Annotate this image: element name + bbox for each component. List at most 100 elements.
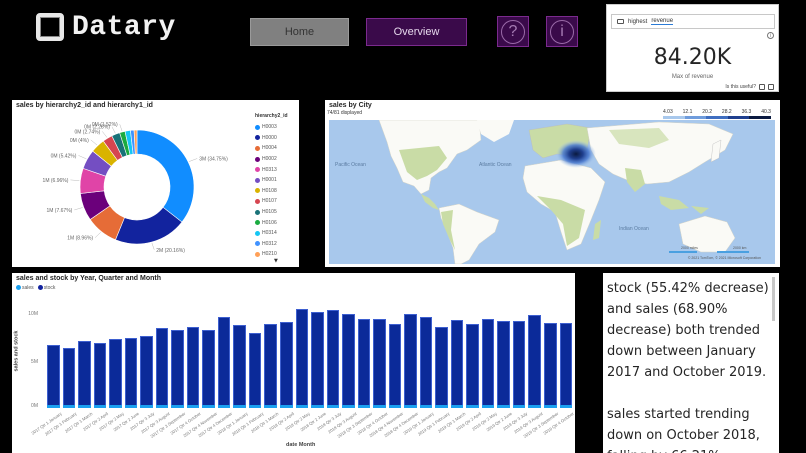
bar-sales[interactable]: [544, 405, 557, 408]
bar-sales[interactable]: [559, 405, 573, 408]
bar-stock[interactable]: [450, 320, 464, 408]
bar-stock[interactable]: [544, 323, 557, 408]
legend-item-h0001[interactable]: H0001: [255, 175, 277, 186]
bar-stock[interactable]: [155, 327, 169, 408]
bar-stock[interactable]: [342, 314, 355, 408]
bar-sales[interactable]: [264, 405, 277, 408]
bar-sales[interactable]: [140, 405, 153, 408]
legend-item-h0313[interactable]: H0313: [255, 164, 277, 175]
bar-sales[interactable]: [497, 405, 510, 408]
legend-item-h0312[interactable]: H0312: [255, 239, 277, 250]
bar-stock[interactable]: [109, 339, 122, 408]
bar-sales[interactable]: [93, 405, 107, 408]
help-button[interactable]: ?: [497, 16, 529, 47]
donut-slice-h0003[interactable]: [136, 129, 195, 223]
bar-stock[interactable]: [140, 336, 153, 408]
bar-sales[interactable]: [326, 405, 340, 408]
info-button[interactable]: i: [546, 16, 578, 47]
bar-stock[interactable]: [311, 311, 324, 408]
bar-sales[interactable]: [450, 405, 464, 408]
bar-sales[interactable]: [311, 405, 324, 408]
bar-stock[interactable]: [435, 326, 448, 408]
legend-item-h0000[interactable]: H0000: [255, 133, 277, 144]
bar-sales[interactable]: [186, 405, 200, 408]
bar-stock[interactable]: [357, 319, 371, 408]
legend-item-h0210[interactable]: H0210: [255, 249, 277, 260]
bar-sales[interactable]: [481, 405, 495, 408]
legend-item-h0107[interactable]: H0107: [255, 196, 277, 207]
donut-chart[interactable]: 3M (34.75%) 2M (20.16%) 1M (8.96%) 1M (7.67…: [12, 100, 252, 267]
thumbs-down-icon[interactable]: [768, 84, 774, 90]
legend-scroll-down-icon[interactable]: ▼: [274, 258, 278, 264]
bar-sales[interactable]: [155, 405, 169, 408]
bar-stock[interactable]: [404, 314, 417, 408]
bar-sales[interactable]: [466, 405, 479, 408]
bar-stock[interactable]: [233, 324, 246, 408]
bar-sales[interactable]: [248, 405, 262, 408]
qa-info-icon[interactable]: i: [767, 32, 774, 39]
bar-stock[interactable]: [559, 323, 573, 408]
thumbs-up-icon[interactable]: [759, 84, 765, 90]
bar-stock[interactable]: [279, 322, 293, 408]
bar-stock[interactable]: [186, 326, 200, 408]
bar-stock[interactable]: [47, 345, 60, 408]
bar-sales[interactable]: [279, 405, 293, 408]
bar-stock[interactable]: [202, 329, 215, 408]
bar-stock[interactable]: [373, 319, 386, 408]
legend-item-h0002[interactable]: H0002: [255, 154, 277, 165]
bar-sales[interactable]: [419, 405, 433, 408]
map-legend-value: 36.3: [741, 109, 752, 115]
bar-sales[interactable]: [528, 405, 541, 408]
bar-stock[interactable]: [93, 343, 107, 408]
bar-stock[interactable]: [497, 321, 510, 408]
narrative-scrollbar[interactable]: [772, 277, 775, 321]
donut-slice-h0210[interactable]: [133, 129, 138, 155]
bar-stock[interactable]: [326, 309, 340, 408]
bar-sales[interactable]: [404, 405, 417, 408]
bar-stock[interactable]: [512, 321, 526, 408]
bar-sales[interactable]: [295, 405, 309, 408]
world-map[interactable]: Pacific Ocean Atlantic Ocean Indian Ocea…: [329, 120, 775, 264]
bar-stock[interactable]: [124, 338, 138, 408]
legend-item-h0003[interactable]: H0003: [255, 122, 277, 133]
bar-sales[interactable]: [342, 405, 355, 408]
bar-stock[interactable]: [388, 324, 402, 408]
bar-stock[interactable]: [248, 332, 262, 408]
bar-sales[interactable]: [78, 405, 91, 408]
bar-sales[interactable]: [217, 405, 231, 408]
bar-sales[interactable]: [233, 405, 246, 408]
bar-stock[interactable]: [264, 324, 277, 408]
bar-stock[interactable]: [481, 319, 495, 408]
bar-stock[interactable]: [78, 341, 91, 408]
bar-sales[interactable]: [124, 405, 138, 408]
legend-item-h0314[interactable]: H0314: [255, 228, 277, 239]
bar-sales[interactable]: [109, 405, 122, 408]
bar-sales[interactable]: [435, 405, 448, 408]
bar-sales[interactable]: [171, 405, 184, 408]
bar-sales[interactable]: [202, 405, 215, 408]
legend-item-sales[interactable]: sales: [16, 285, 34, 291]
legend-item-h0004[interactable]: H0004: [255, 143, 277, 154]
bar-stock[interactable]: [528, 315, 541, 408]
legend-item-h0108[interactable]: H0108: [255, 186, 277, 197]
bar-sales[interactable]: [388, 405, 402, 408]
bar-stock[interactable]: [171, 329, 184, 408]
overview-button[interactable]: Overview: [366, 18, 467, 46]
bar-sales[interactable]: [357, 405, 371, 408]
bar-stock[interactable]: [419, 317, 433, 408]
legend-item-h0106[interactable]: H0106: [255, 217, 277, 228]
bar-sales[interactable]: [62, 405, 76, 408]
home-button[interactable]: Home: [250, 18, 349, 46]
bar-stock[interactable]: [62, 347, 76, 408]
bar-stock[interactable]: [295, 308, 309, 408]
bar-chart-panel: sales and stock by Year, Quarter and Mon…: [12, 273, 575, 453]
bar-stock[interactable]: [466, 324, 479, 408]
legend-item-h0105[interactable]: H0105: [255, 207, 277, 218]
bar-sales[interactable]: [47, 405, 60, 408]
bar-sales[interactable]: [373, 405, 386, 408]
legend-dot-icon: [255, 156, 260, 162]
bar-stock[interactable]: [217, 317, 231, 408]
qa-question-input[interactable]: highest revenue: [611, 14, 775, 29]
bar-sales[interactable]: [512, 405, 526, 408]
legend-item-stock[interactable]: stock: [37, 285, 55, 291]
